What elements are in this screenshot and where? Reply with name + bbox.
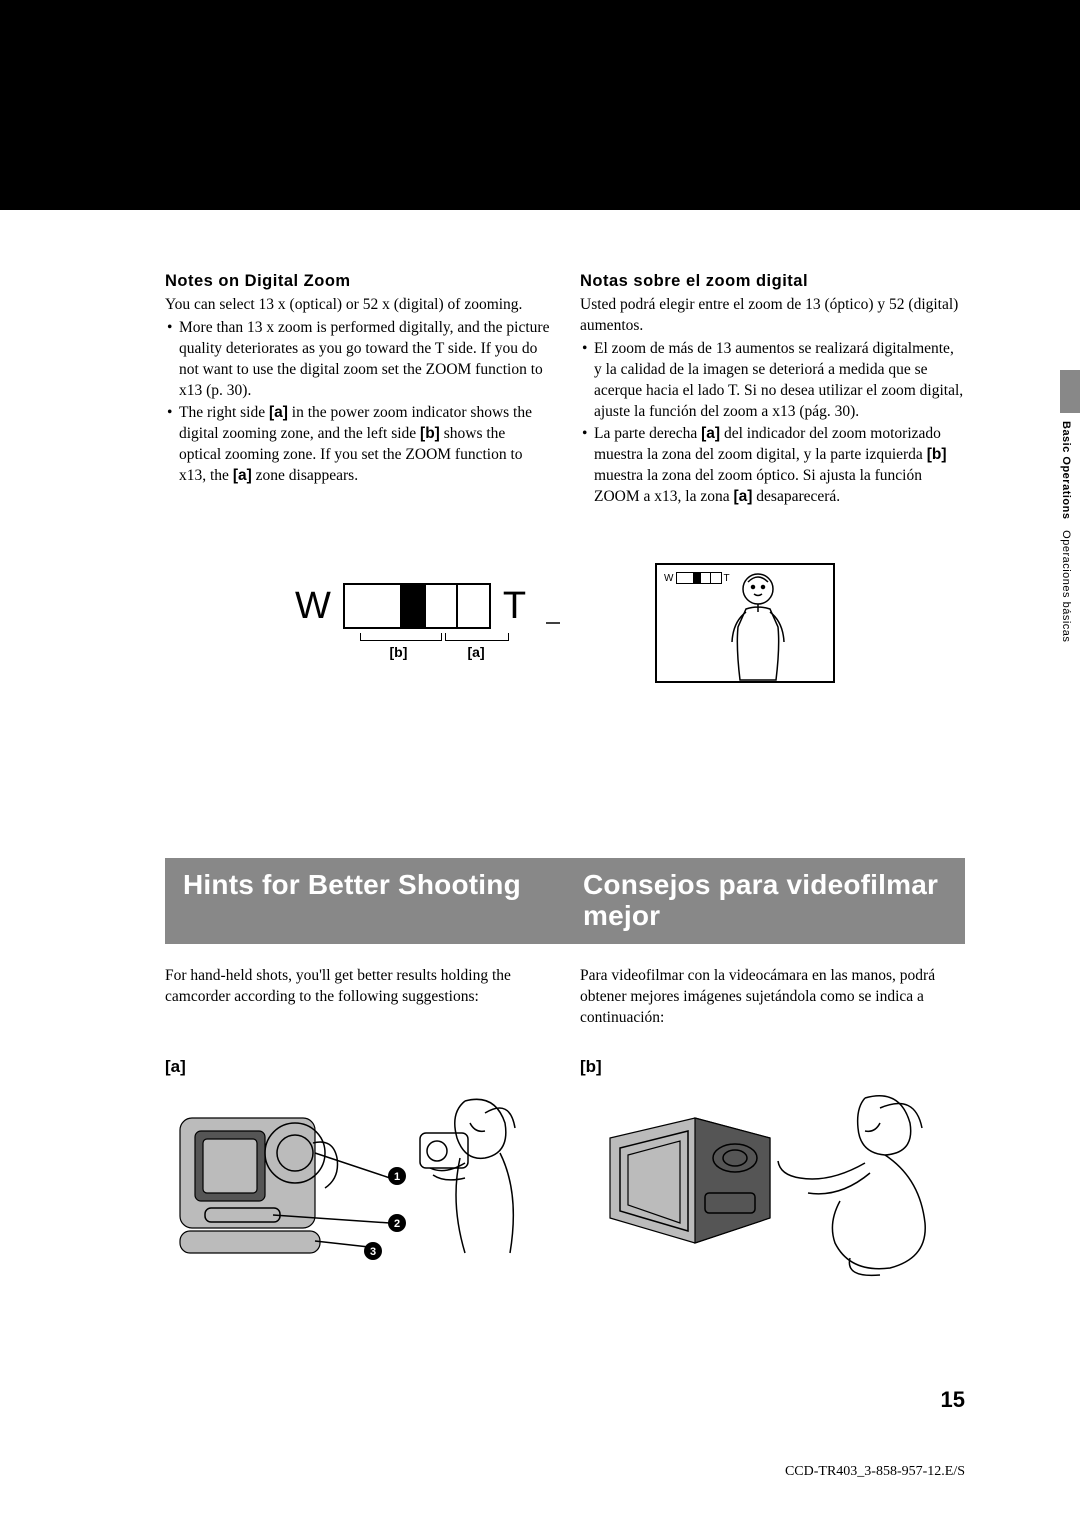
illustration-row: [a] — [165, 1057, 965, 1283]
bracket-a: [a] — [269, 404, 288, 421]
notes-columns: Notes on Digital Zoom You can select 13 … — [165, 270, 965, 508]
left-intro: You can select 13 x (optical) or 52 x (d… — [165, 295, 550, 316]
side-tab-text: Basic Operations Operaciones básicas — [1060, 421, 1076, 642]
viewfinder-scene: W T — [655, 563, 835, 683]
illus-a: [a] — [165, 1057, 550, 1283]
left-column: Notes on Digital Zoom You can select 13 … — [165, 270, 550, 508]
below-left: For hand-held shots, you'll get better r… — [165, 966, 550, 1029]
label-a: [a] — [165, 1057, 550, 1077]
zoom-diagrams: W T [b] [a] W — [165, 553, 965, 693]
left-bullet-2: The right side [a] in the power zoom ind… — [165, 403, 550, 487]
left-heading: Notes on Digital Zoom — [165, 270, 550, 292]
illustration-b-svg — [580, 1083, 950, 1283]
subject-icon — [718, 567, 808, 682]
right-intro: Usted podrá elegir entre el zoom de 13 (… — [580, 295, 965, 337]
left-bullets: More than 13 x zoom is performed digital… — [165, 318, 550, 486]
zoom-indicator-large: W T [b] [a] — [295, 583, 526, 663]
zoom-bar — [343, 583, 491, 629]
right-column: Notas sobre el zoom digital Usted podrá … — [580, 270, 965, 508]
title-left: Hints for Better Shooting — [165, 858, 565, 944]
title-right: Consejos para videofilmar mejor — [565, 858, 965, 944]
bracket-a-2: [a] — [233, 467, 252, 484]
top-black-bar — [0, 0, 1080, 210]
illustration-a-svg: 1 2 3 — [165, 1083, 535, 1283]
title-band: Hints for Better Shooting Consejos para … — [165, 858, 965, 944]
side-tab: Basic Operations Operaciones básicas — [1060, 370, 1080, 690]
right-bullet-1: El zoom de más de 13 aumentos se realiza… — [580, 339, 965, 423]
illus-b: [b] — [580, 1057, 965, 1283]
svg-text:2: 2 — [394, 1218, 400, 1230]
left-bullet-1: More than 13 x zoom is performed digital… — [165, 318, 550, 402]
svg-text:1: 1 — [394, 1171, 400, 1183]
zoom-w: W — [295, 585, 331, 628]
right-bullet-2: La parte derecha [a] del indicador del z… — [580, 424, 965, 508]
right-bullets: El zoom de más de 13 aumentos se realiza… — [580, 339, 965, 507]
below-title-row: For hand-held shots, you'll get better r… — [165, 966, 965, 1029]
label-b: [b] — [580, 1057, 965, 1077]
page-content: Notes on Digital Zoom You can select 13 … — [0, 270, 1080, 1283]
zoom-brackets: [b] [a] — [325, 633, 497, 663]
bracket-b: [b] — [420, 425, 440, 442]
svg-text:3: 3 — [370, 1246, 376, 1258]
footer-code: CCD-TR403_3-858-957-12.E/S — [785, 1464, 965, 1480]
bracket-label-b: [b] — [390, 644, 408, 660]
right-heading: Notas sobre el zoom digital — [580, 270, 965, 292]
page-number: 15 — [941, 1387, 965, 1413]
leader-line — [546, 617, 560, 629]
bracket-label-a: [a] — [468, 644, 485, 660]
zoom-t: T — [503, 585, 526, 628]
below-right: Para videofilmar con la videocámara en l… — [580, 966, 965, 1029]
side-tab-marker — [1060, 370, 1080, 413]
